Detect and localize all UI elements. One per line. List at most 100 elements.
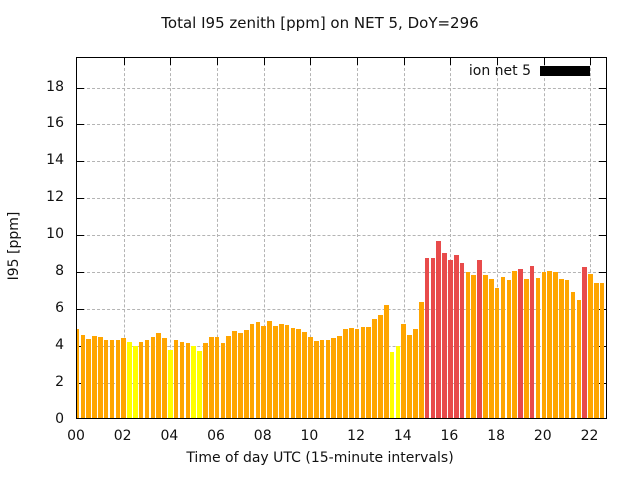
x-gridline bbox=[450, 58, 452, 418]
y-gridline bbox=[77, 198, 606, 200]
bar-15:30 bbox=[436, 240, 442, 418]
x-tick-top bbox=[263, 58, 265, 65]
x-tick-top bbox=[310, 58, 312, 65]
y-gridline bbox=[77, 272, 606, 274]
bar-12:15 bbox=[360, 326, 366, 418]
x-tick-top bbox=[217, 58, 219, 65]
bar-07:30 bbox=[249, 323, 255, 418]
y-gridline bbox=[77, 161, 606, 163]
bar-14:00 bbox=[401, 323, 407, 418]
y-tick-left bbox=[77, 272, 84, 274]
bar-03:45 bbox=[162, 337, 167, 418]
y-gridline bbox=[77, 124, 606, 126]
bar-00:45 bbox=[92, 335, 97, 418]
bar-04:00 bbox=[168, 349, 173, 418]
bar-04:30 bbox=[179, 342, 185, 418]
bar-00:15 bbox=[80, 334, 86, 418]
bar-17:00 bbox=[471, 274, 477, 418]
bar-21:00 bbox=[564, 280, 570, 418]
bar-07:00 bbox=[238, 333, 243, 418]
x-gridline bbox=[263, 58, 265, 418]
bar-19:45 bbox=[535, 277, 541, 418]
bar-08:30 bbox=[273, 325, 278, 418]
y-tick-right bbox=[599, 235, 606, 237]
bar-05:15 bbox=[197, 350, 202, 418]
x-tick-label: 12 bbox=[347, 428, 365, 444]
y-gridline bbox=[77, 309, 606, 311]
bar-21:15 bbox=[570, 291, 576, 418]
y-tick-label: 12 bbox=[46, 189, 64, 206]
bar-10:30 bbox=[319, 339, 325, 418]
bar-09:00 bbox=[284, 324, 290, 418]
bar-06:15 bbox=[220, 343, 226, 418]
bar-04:15 bbox=[173, 340, 179, 418]
y-tick-label: 4 bbox=[55, 337, 64, 354]
bar-17:15 bbox=[477, 260, 482, 418]
bar-14:45 bbox=[418, 301, 424, 418]
legend-label: ion net 5 bbox=[468, 63, 531, 79]
x-tick-label: 08 bbox=[253, 428, 272, 444]
y-tick-left bbox=[77, 198, 84, 200]
bar-01:30 bbox=[109, 340, 115, 418]
x-tick-top bbox=[170, 58, 172, 65]
bar-02:15 bbox=[127, 342, 132, 418]
x-gridline bbox=[217, 58, 219, 418]
bar-17:45 bbox=[488, 279, 494, 418]
bar-01:45 bbox=[115, 340, 121, 418]
x-gridline bbox=[590, 58, 592, 418]
bar-16:45 bbox=[465, 272, 471, 418]
y-tick-left bbox=[77, 87, 84, 89]
y-gridline bbox=[77, 87, 606, 89]
bar-01:00 bbox=[98, 336, 103, 418]
x-gridline bbox=[403, 58, 405, 418]
bar-12:45 bbox=[372, 319, 377, 418]
bar-19:00 bbox=[518, 269, 523, 418]
y-tick-left bbox=[77, 161, 84, 163]
bar-19:30 bbox=[529, 265, 535, 418]
y-tick-label: 2 bbox=[55, 374, 64, 391]
bar-02:00 bbox=[121, 337, 126, 418]
x-gridline bbox=[497, 58, 499, 418]
chart-title: Total I95 zenith [ppm] on NET 5, DoY=296 bbox=[161, 14, 479, 32]
bar-13:30 bbox=[389, 351, 395, 418]
bar-15:45 bbox=[442, 252, 447, 418]
y-tick-label: 18 bbox=[46, 78, 64, 95]
y-tick-right bbox=[599, 87, 606, 89]
x-tick-label: 16 bbox=[440, 428, 459, 444]
bar-10:15 bbox=[313, 341, 319, 418]
bar-20:00 bbox=[541, 272, 547, 418]
x-tick-label: 18 bbox=[487, 428, 506, 444]
y-tick-left bbox=[77, 235, 84, 237]
bar-15:00 bbox=[424, 258, 430, 418]
bar-14:30 bbox=[413, 329, 418, 418]
bar-12:00 bbox=[354, 329, 360, 418]
bar-08:15 bbox=[267, 321, 272, 418]
x-gridline bbox=[310, 58, 312, 418]
bar-17:30 bbox=[483, 274, 488, 418]
bar-06:45 bbox=[232, 331, 237, 418]
bar-15:15 bbox=[430, 258, 436, 418]
y-tick-right bbox=[599, 161, 606, 163]
x-tick-label: 06 bbox=[207, 428, 225, 444]
x-gridline bbox=[170, 58, 172, 418]
bar-18:15 bbox=[500, 276, 506, 418]
bar-01:15 bbox=[103, 339, 109, 418]
bar-16:00 bbox=[448, 260, 453, 418]
plot-area bbox=[76, 57, 607, 419]
y-tick-right bbox=[599, 124, 606, 126]
y-tick-left bbox=[77, 346, 84, 348]
bar-13:15 bbox=[383, 305, 389, 418]
bar-12:30 bbox=[366, 326, 372, 418]
y-tick-label: 0 bbox=[55, 411, 64, 427]
y-tick-right bbox=[599, 198, 606, 200]
bar-18:00 bbox=[494, 287, 500, 418]
y-tick-label: 16 bbox=[46, 115, 64, 132]
y-tick-left bbox=[77, 383, 84, 385]
bar-16:15 bbox=[453, 254, 459, 418]
bar-03:30 bbox=[156, 333, 161, 418]
bar-19:15 bbox=[524, 279, 529, 418]
bar-21:45 bbox=[582, 266, 587, 418]
y-tick-left bbox=[77, 309, 84, 311]
bar-09:30 bbox=[296, 329, 302, 418]
bar-00:00 bbox=[77, 329, 80, 418]
